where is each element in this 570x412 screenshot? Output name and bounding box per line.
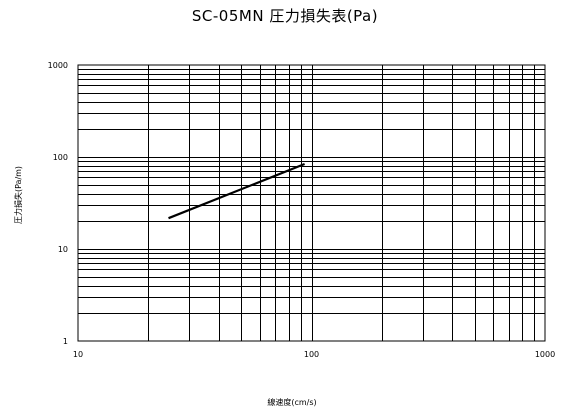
y-tick-label: 10 [58, 245, 68, 254]
plot-frame [77, 64, 546, 342]
y-tick-label: 1000 [48, 61, 68, 70]
grid-lines [78, 65, 545, 341]
y-tick-labels: 1 10 100 1000 [48, 61, 68, 346]
x-tick-label: 1000 [535, 350, 555, 359]
x-tick-label: 10 [73, 350, 83, 359]
series-line [168, 162, 306, 220]
y-axis-title: 圧力損失(Pa/m) [13, 166, 23, 224]
series-layer [168, 162, 306, 220]
x-tick-labels: 10 100 1000 [73, 350, 555, 359]
x-tick-label: 100 [304, 350, 319, 359]
y-tick-label: 1 [63, 337, 68, 346]
y-tick-label: 100 [53, 153, 68, 162]
x-axis-title: 線速度(cm/s) [267, 397, 316, 407]
chart-title: SC-05MN 圧力損失表(Pa) [191, 7, 379, 25]
